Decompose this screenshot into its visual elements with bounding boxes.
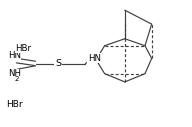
Text: HN: HN bbox=[8, 51, 21, 60]
Text: HBr: HBr bbox=[15, 44, 31, 53]
Text: HBr: HBr bbox=[6, 100, 22, 109]
Text: HN: HN bbox=[87, 54, 100, 63]
Text: 2: 2 bbox=[15, 76, 19, 82]
Text: NH: NH bbox=[8, 69, 21, 77]
Text: S: S bbox=[55, 59, 61, 68]
Text: HN: HN bbox=[88, 54, 101, 62]
Text: S: S bbox=[55, 59, 61, 68]
